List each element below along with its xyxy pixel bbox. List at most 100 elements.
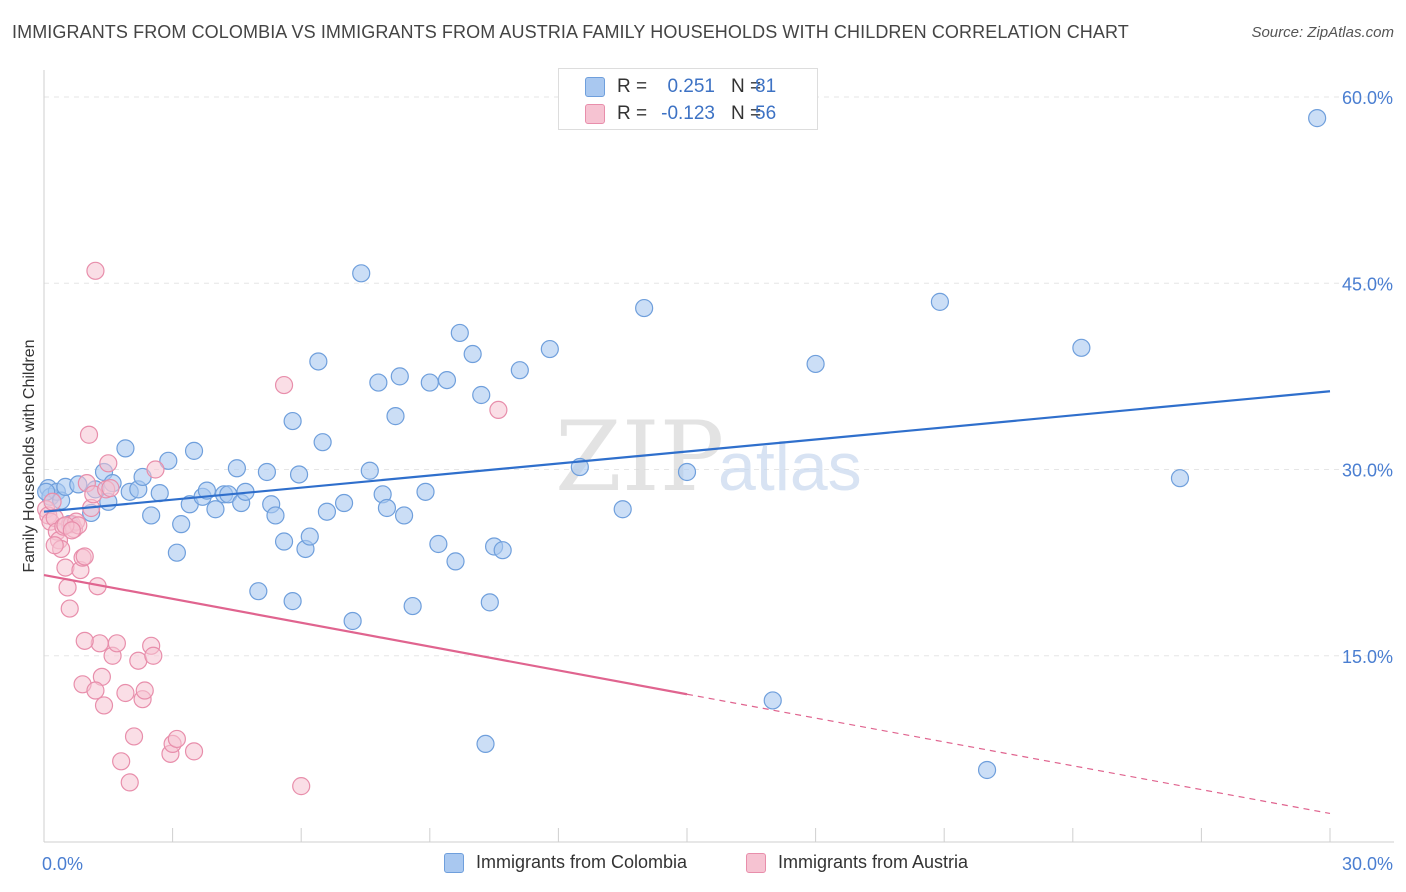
x-tick-label: 0.0% <box>42 854 83 874</box>
data-point-austria <box>144 646 163 665</box>
data-point-austria <box>62 521 81 540</box>
data-point-austria <box>75 547 94 566</box>
data-point-colombia <box>763 691 782 710</box>
data-point-colombia <box>142 506 161 525</box>
data-point-colombia <box>450 323 469 343</box>
data-point-austria <box>75 631 94 650</box>
data-point-austria <box>56 558 75 577</box>
data-point-colombia <box>446 552 465 571</box>
data-point-austria <box>79 425 99 444</box>
data-point-austria <box>99 454 118 473</box>
legend-item-austria[interactable]: Immigrants from Austria <box>746 852 968 873</box>
legend-label-austria: Immigrants from Austria <box>778 852 969 872</box>
data-point-colombia <box>343 611 362 631</box>
data-point-austria <box>167 729 186 749</box>
legend-row-austria: R = -0.123 N = 56 <box>559 101 817 127</box>
axes <box>43 70 1394 843</box>
data-point-colombia <box>394 506 414 525</box>
data-point-colombia <box>172 515 191 534</box>
data-point-austria <box>107 634 126 653</box>
data-point-austria <box>86 261 105 280</box>
data-point-colombia <box>1170 469 1190 488</box>
data-point-colombia <box>283 411 302 431</box>
data-point-colombia <box>369 373 388 392</box>
data-point-austria <box>135 681 154 700</box>
data-point-colombia <box>480 593 499 612</box>
data-point-colombia <box>472 385 491 405</box>
data-point-colombia <box>227 459 246 478</box>
data-point-colombia <box>377 498 397 518</box>
data-point-colombia <box>206 500 225 519</box>
legend-item-colombia[interactable]: Immigrants from Colombia <box>444 852 687 873</box>
data-point-austria <box>292 777 311 796</box>
data-point-colombia <box>386 407 405 426</box>
data-point-austria <box>45 536 64 555</box>
grid <box>44 96 1394 657</box>
series-colombia-points <box>37 109 1327 780</box>
data-point-colombia <box>313 433 332 452</box>
data-point-colombia <box>116 439 135 458</box>
legend-swatch-austria <box>746 852 766 873</box>
legend-n-label: N = <box>731 76 762 97</box>
legend-r-value: 0.251 <box>667 76 715 97</box>
y-tick-label: 15.0% <box>1342 647 1393 667</box>
data-point-austria <box>124 727 144 746</box>
data-point-colombia <box>510 361 529 380</box>
data-point-colombia <box>429 534 448 554</box>
data-point-austria <box>274 375 294 395</box>
data-point-colombia <box>352 264 371 283</box>
data-point-austria <box>120 773 139 792</box>
legend-swatch-colombia <box>444 852 464 873</box>
data-point-colombia <box>249 582 268 601</box>
data-point-colombia <box>309 352 328 371</box>
data-point-austria <box>101 479 120 498</box>
legend-n-value: 81 <box>755 76 777 97</box>
trend-line-colombia <box>43 390 1331 513</box>
data-point-colombia <box>197 481 216 500</box>
watermark-atlas: atlas <box>718 429 862 505</box>
data-point-austria <box>129 651 148 670</box>
data-point-austria <box>90 634 109 653</box>
legend-n-label: N = <box>731 103 762 124</box>
data-point-colombia <box>334 493 354 513</box>
data-point-colombia <box>420 373 439 392</box>
series-legend: Immigrants from Colombia Immigrants from… <box>0 852 1406 878</box>
data-point-colombia <box>613 500 632 519</box>
legend-n-value: 56 <box>755 103 777 124</box>
data-point-colombia <box>463 344 482 364</box>
data-point-colombia <box>167 543 186 562</box>
y-tick-label: 30.0% <box>1342 461 1393 481</box>
data-point-colombia <box>493 541 512 560</box>
data-point-austria <box>146 460 165 479</box>
data-point-colombia <box>1308 109 1327 128</box>
data-point-colombia <box>416 482 435 501</box>
data-point-colombia <box>300 527 319 546</box>
y-tick-label: 60.0% <box>1342 88 1393 108</box>
data-point-austria <box>86 681 105 700</box>
tick-labels: 15.0% 30.0% 45.0% 60.0% 0.0% 30.0% <box>42 88 1393 874</box>
legend-r-label: R = <box>617 103 648 124</box>
series-austria-points <box>37 261 508 796</box>
data-point-colombia <box>677 462 697 482</box>
legend-swatch-colombia <box>585 77 605 97</box>
data-point-austria <box>60 599 79 618</box>
trend-line-austria <box>686 693 1331 815</box>
data-point-colombia <box>360 461 379 480</box>
data-point-colombia <box>266 506 285 525</box>
data-point-colombia <box>806 354 825 374</box>
legend-r-value: -0.123 <box>661 103 715 124</box>
data-point-colombia <box>159 451 178 470</box>
legend-swatch-austria <box>585 104 605 124</box>
data-point-colombia <box>289 465 309 484</box>
data-point-colombia <box>930 292 950 311</box>
data-point-colombia <box>283 592 302 611</box>
y-axis-label: Family Households with Children <box>21 339 38 573</box>
trend-line-austria <box>43 573 688 696</box>
legend-label-colombia: Immigrants from Colombia <box>476 852 688 872</box>
data-point-colombia <box>540 339 559 359</box>
data-point-colombia <box>635 298 654 318</box>
data-point-colombia <box>1072 338 1091 357</box>
data-point-colombia <box>317 502 337 521</box>
watermark: ZIP atlas <box>555 401 862 513</box>
